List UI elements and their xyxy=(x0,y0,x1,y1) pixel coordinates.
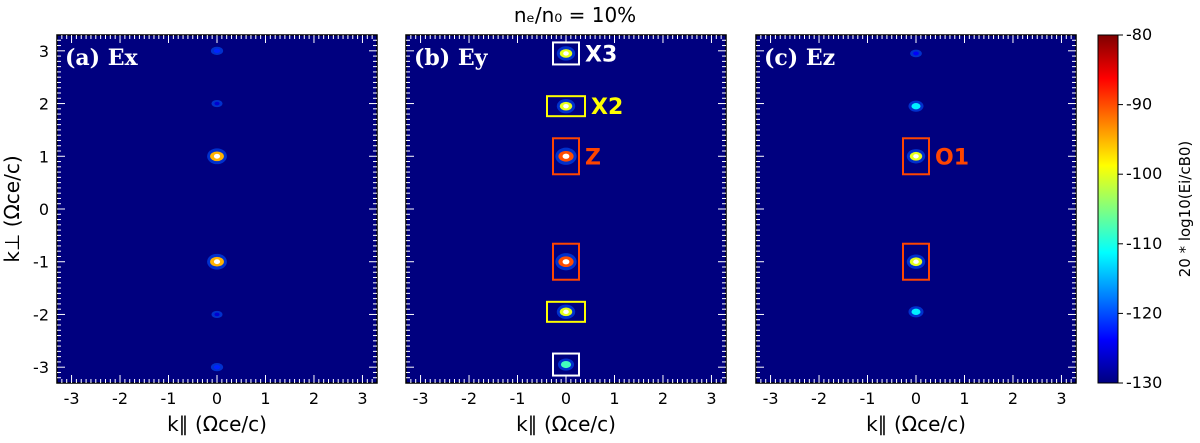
y-tick-label: 1 xyxy=(39,147,49,166)
panel-label: (c) Ez xyxy=(764,45,835,71)
heatmap-spot xyxy=(214,101,220,106)
panel-c: O1 -3 -2 -1 0 1 2 3 (c) Ez k∥ (Ωce/c) xyxy=(755,34,1077,436)
x-tick-label: 3 xyxy=(357,389,367,408)
x-axis-label: k∥ (Ωce/c) xyxy=(516,412,616,436)
heatmap-spot xyxy=(560,360,572,369)
y-axis-label: k⊥ (Ωce/c) xyxy=(0,155,24,262)
x-tick-label: -2 xyxy=(112,389,128,408)
panel-a: -3 -2 -1 0 1 2 3 -3 -2 -1 0 1 2 3 (a) Ex k∥ (Ωce/c) k⊥ (… xyxy=(0,34,378,436)
heatmap-spot xyxy=(213,364,221,370)
colorbar-tick-label: -120 xyxy=(1126,303,1162,322)
heatmap-background xyxy=(406,35,726,383)
x-tick-label: 1 xyxy=(959,389,969,408)
colorbar-label: 20 * log10(Ei/cB0) xyxy=(1176,141,1194,278)
mode-box xyxy=(546,300,586,323)
x-tick-label: 2 xyxy=(309,389,319,408)
colorbar-tick-label: -90 xyxy=(1126,95,1152,114)
y-tick-label: -3 xyxy=(33,358,49,377)
mode-label: Z xyxy=(585,145,601,170)
heatmap-spot-core xyxy=(562,153,570,159)
y-tick-label: 0 xyxy=(39,200,49,219)
heatmap-spot-core xyxy=(563,104,569,109)
colorbar-tick-label: -130 xyxy=(1126,373,1162,392)
panel-b: X3 X2 Z -3 -2 -1 0 1 2 3 (b) Ey k∥ (Ωce/c) xyxy=(405,34,727,436)
colorbar: -80 -90 -100 -110 -120 -130 20 * log10(Ei/cB0) xyxy=(1097,25,1194,392)
x-tick-label: 0 xyxy=(911,389,921,408)
mode-label: X3 xyxy=(585,42,617,67)
heatmap-spot-core xyxy=(213,259,221,265)
figure-title: nₑ/n₀ = 10% xyxy=(514,3,636,27)
x-tick-label: -1 xyxy=(510,389,526,408)
panel-label: (b) Ey xyxy=(414,45,489,71)
mode-label: O1 xyxy=(935,145,969,170)
heatmap-spot xyxy=(911,103,921,110)
heatmap-spot-core xyxy=(562,259,570,265)
mode-box xyxy=(552,137,580,176)
x-tick-label: -2 xyxy=(461,389,477,408)
heatmap-spot-core xyxy=(563,309,569,314)
x-axis-label: k∥ (Ωce/c) xyxy=(167,412,267,436)
y-tick-label: 2 xyxy=(39,95,49,114)
x-tick-label: 3 xyxy=(706,389,716,408)
x-tick-label: -3 xyxy=(64,389,80,408)
x-tick-label: 2 xyxy=(1008,389,1018,408)
x-tick-label: 1 xyxy=(260,389,270,408)
heatmap-background xyxy=(756,35,1076,383)
heatmap-spot xyxy=(214,312,220,317)
heatmap-spot xyxy=(911,308,921,315)
x-tick-label: 1 xyxy=(609,389,619,408)
mode-box xyxy=(902,137,930,176)
y-tick-label: 3 xyxy=(39,42,49,61)
heatmap-spot-core xyxy=(913,154,919,159)
x-tick-label: -1 xyxy=(161,389,177,408)
mode-box xyxy=(902,242,930,281)
colorbar-scale xyxy=(1097,34,1119,384)
x-tick-label: -3 xyxy=(413,389,429,408)
heatmap-spot-core xyxy=(913,259,919,264)
y-tick-label: -1 xyxy=(33,253,49,272)
x-tick-label: -2 xyxy=(811,389,827,408)
y-tick-label: -2 xyxy=(33,305,49,324)
x-tick-label: -3 xyxy=(763,389,779,408)
heatmap-background xyxy=(57,35,377,383)
heatmap-spot xyxy=(213,48,221,54)
x-tick-label: -1 xyxy=(860,389,876,408)
x-tick-label: 0 xyxy=(212,389,222,408)
heatmap-spot xyxy=(913,51,919,56)
colorbar-tick-label: -110 xyxy=(1126,234,1162,253)
mode-box xyxy=(552,242,580,281)
colorbar-tick-label: -100 xyxy=(1126,164,1162,183)
heatmap-spot-core xyxy=(563,51,569,56)
mode-label: X2 xyxy=(591,95,623,120)
x-axis-label: k∥ (Ωce/c) xyxy=(866,412,966,436)
mode-box xyxy=(546,95,586,118)
heatmap-spot-core xyxy=(213,153,221,159)
x-tick-label: 2 xyxy=(658,389,668,408)
x-tick-label: 3 xyxy=(1056,389,1066,408)
x-tick-label: 0 xyxy=(561,389,571,408)
panel-label: (a) Ex xyxy=(65,45,139,71)
colorbar-tick-label: -80 xyxy=(1126,25,1152,44)
